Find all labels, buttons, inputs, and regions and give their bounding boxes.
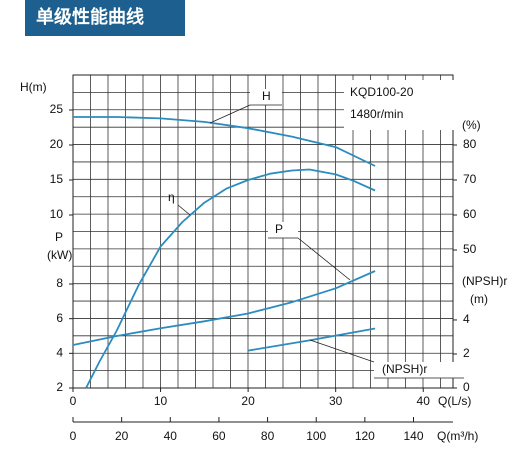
x2-tick-label: 100 [306, 429, 326, 443]
y-tick-label: 10 [50, 207, 64, 221]
chart-title: 单级性能曲线 [36, 6, 144, 27]
x2-tick-label: 80 [261, 429, 275, 443]
x2-tick-label: 0 [70, 429, 77, 443]
label-box [250, 89, 282, 105]
y-axis-label: (NPSH)r [462, 274, 507, 288]
x2-tick-label: 60 [212, 429, 226, 443]
x-tick-label: 0 [70, 394, 77, 408]
speed-label: 1480r/min [350, 107, 403, 121]
y-tick-label: 50 [463, 242, 477, 256]
y-tick-label: 70 [463, 172, 477, 186]
info-box [344, 80, 466, 130]
leader-line [309, 339, 375, 363]
y-axis-label: P [55, 230, 63, 244]
label-box [268, 222, 298, 238]
x-axis-label: Q(L/s) [438, 394, 471, 408]
x-tick-label: 30 [329, 394, 343, 408]
y-tick-label: 2 [56, 380, 63, 394]
x2-tick-label: 20 [115, 429, 129, 443]
series-label: H [262, 89, 271, 103]
x2-tick-label: 40 [164, 429, 178, 443]
y-tick-label: 4 [463, 312, 470, 326]
y-tick-label: 80 [463, 137, 477, 151]
x-tick-label: 20 [241, 394, 255, 408]
y-axis-label: H(m) [20, 80, 47, 94]
leader-line [177, 204, 191, 216]
series-label: η [168, 190, 175, 204]
x-tick-label: 40 [417, 394, 431, 408]
y-tick-label: 20 [50, 137, 64, 151]
y-tick-label: 15 [50, 172, 64, 186]
x2-axis-label: Q(m³/h) [437, 429, 478, 443]
y-tick-label: 0 [463, 380, 470, 394]
y-tick-label: 6 [56, 311, 63, 325]
x-tick-label: 10 [154, 394, 168, 408]
y-tick-label: 8 [56, 276, 63, 290]
label-box [374, 362, 464, 378]
plot-frame [72, 74, 454, 389]
curve [73, 116, 376, 167]
leader-line [297, 237, 351, 281]
series-label: P [275, 222, 283, 236]
curve [85, 168, 376, 389]
leader-line [209, 104, 251, 124]
y-axis-unit: (kW) [47, 248, 72, 262]
model-label: KQD100-20 [350, 85, 414, 99]
x2-tick-label: 120 [355, 429, 375, 443]
curve [72, 270, 376, 346]
curve [247, 327, 376, 352]
y-tick-label: 2 [463, 346, 470, 360]
y-axis-label: (%) [462, 118, 481, 132]
series-label: (NPSH)r [382, 362, 427, 376]
grid [72, 74, 454, 389]
x2-tick-label: 140 [403, 429, 423, 443]
y-tick-label: 4 [56, 346, 63, 360]
y-tick-label: 25 [50, 102, 64, 116]
y-axis-unit: (m) [470, 292, 488, 306]
y-tick-label: 60 [463, 207, 477, 221]
title-bar [25, 0, 185, 36]
